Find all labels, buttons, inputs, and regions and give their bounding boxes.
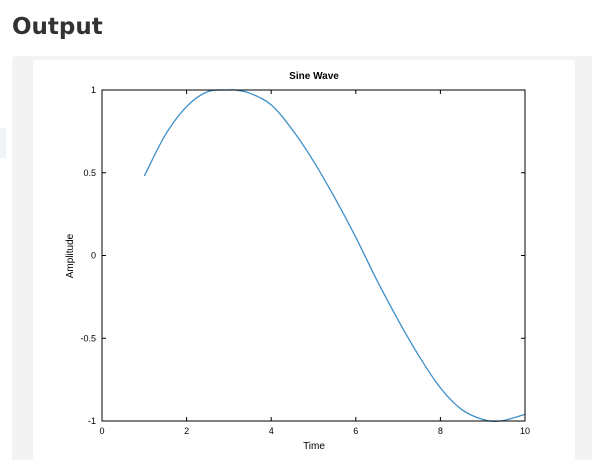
page-heading: Output (12, 14, 103, 40)
x-tick-label: 6 (353, 426, 358, 436)
x-tick-label: 10 (520, 426, 530, 436)
y-tick-label: 0.5 (83, 168, 96, 178)
y-tick-label: -0.5 (80, 333, 96, 343)
y-tick-label: 0 (91, 251, 96, 261)
series-line (143, 89, 526, 423)
y-axis-label: Amplitude (65, 233, 76, 278)
x-tick-label: 8 (438, 426, 443, 436)
x-tick-label: 0 (99, 426, 104, 436)
y-tick-label: 1 (91, 85, 96, 95)
left-edge-highlight (0, 128, 6, 158)
figure-canvas: Sine Wave 0 2 4 6 8 10 -1 -0.5 0 0.5 1 Time Amplit… (33, 60, 575, 460)
x-axis-label: Time (303, 441, 325, 452)
sine-wave-chart: Sine Wave 0 2 4 6 8 10 -1 -0.5 0 0.5 1 Time Amplit… (65, 71, 530, 452)
x-tick-label: 2 (184, 426, 189, 436)
x-tick-label: 4 (269, 426, 274, 436)
chart-title: Sine Wave (289, 71, 339, 82)
plot-area-frame (101, 89, 526, 422)
y-tick-label: -1 (88, 416, 96, 426)
